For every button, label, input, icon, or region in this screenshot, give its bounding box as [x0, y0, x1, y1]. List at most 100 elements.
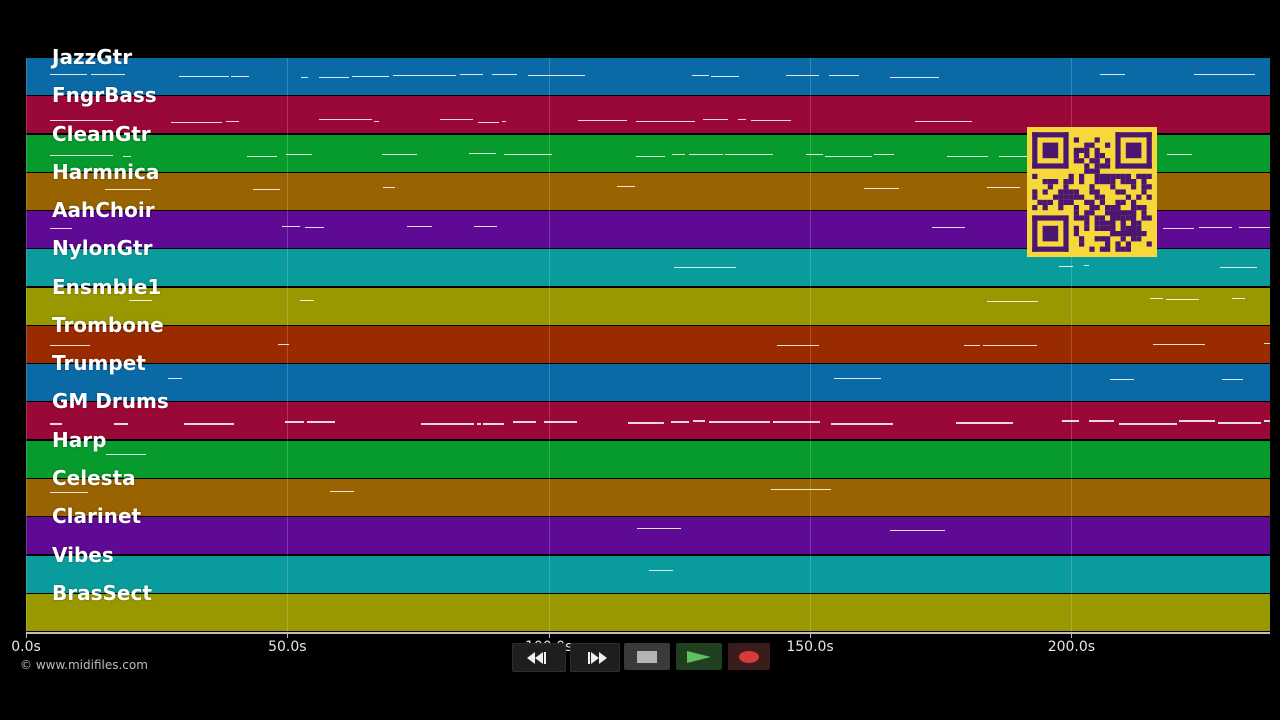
track-label: GM Drums: [52, 390, 169, 412]
note-mark: [352, 76, 389, 77]
note-mark: [703, 119, 728, 120]
track-label: AahChoir: [52, 199, 155, 221]
note-mark: [987, 187, 1020, 188]
note-mark: [114, 423, 128, 425]
note-mark: [617, 186, 635, 187]
note-mark: [319, 119, 372, 120]
note-mark: [1264, 343, 1270, 344]
note-mark: [513, 421, 536, 423]
note-mark: [469, 153, 496, 154]
note-mark: [226, 121, 239, 122]
note-mark: [502, 121, 506, 122]
note-mark: [179, 76, 229, 77]
fast-forward-button[interactable]: [570, 643, 620, 672]
note-mark: [1232, 298, 1245, 299]
note-mark: [1179, 420, 1215, 422]
note-mark: [50, 74, 87, 75]
note-mark: [301, 77, 308, 78]
note-mark: [1110, 379, 1134, 380]
note-mark: [168, 378, 182, 379]
tick-label: 200.0s: [1048, 639, 1095, 655]
note-mark: [777, 345, 819, 346]
note-mark: [825, 156, 872, 157]
copyright-text: © www.midifiles.com: [20, 658, 148, 672]
track-row: [26, 479, 1270, 516]
note-mark: [1163, 228, 1194, 229]
note-mark: [1153, 344, 1205, 345]
note-mark: [671, 421, 689, 423]
rewind-icon: [525, 651, 553, 665]
grid-line: [26, 58, 27, 632]
track-row: [26, 58, 1270, 95]
note-mark: [474, 226, 497, 227]
track-row: [26, 288, 1270, 325]
grid-line: [810, 58, 811, 632]
transport-controls: [510, 643, 770, 670]
note-mark: [184, 423, 234, 425]
note-mark: [171, 122, 222, 123]
note-mark: [1222, 379, 1243, 380]
record-button[interactable]: [728, 643, 770, 670]
note-mark: [964, 345, 980, 346]
note-mark: [477, 423, 481, 425]
note-mark: [1167, 154, 1192, 155]
note-mark: [300, 300, 314, 301]
note-mark: [253, 189, 280, 190]
note-mark: [890, 530, 945, 531]
stop-button[interactable]: [624, 643, 670, 670]
note-mark: [1194, 74, 1255, 75]
note-mark: [460, 74, 483, 75]
note-mark: [247, 156, 277, 157]
note-mark: [915, 121, 972, 122]
note-mark: [504, 154, 552, 155]
note-mark: [956, 422, 1013, 424]
track-label: Harp: [52, 429, 106, 451]
note-mark: [492, 74, 517, 75]
track-label: Ensmble1: [52, 276, 161, 298]
note-mark: [649, 570, 673, 571]
note-mark: [725, 154, 773, 155]
note-mark: [636, 121, 695, 122]
track-row: [26, 556, 1270, 593]
grid-line: [287, 58, 288, 632]
note-mark: [771, 489, 831, 490]
note-mark: [1264, 420, 1270, 422]
note-mark: [636, 156, 665, 157]
note-mark: [528, 75, 585, 76]
tick-label: 50.0s: [268, 639, 306, 655]
note-mark: [421, 423, 474, 425]
note-mark: [672, 154, 685, 155]
qr-code-icon: [1027, 127, 1157, 257]
note-mark: [382, 154, 417, 155]
note-mark: [637, 528, 681, 529]
tick-label: 150.0s: [786, 639, 833, 655]
play-icon: [685, 650, 713, 664]
track-row: [26, 402, 1270, 439]
note-mark: [890, 77, 939, 78]
tick-mark: [1071, 632, 1072, 638]
note-mark: [91, 74, 125, 75]
note-mark: [286, 154, 312, 155]
note-mark: [50, 423, 62, 425]
track-label: Trumpet: [52, 352, 146, 374]
record-icon: [738, 650, 760, 664]
track-row: [26, 441, 1270, 478]
note-mark: [1199, 227, 1232, 228]
note-mark: [330, 491, 354, 492]
note-mark: [829, 75, 859, 76]
note-mark: [674, 267, 736, 268]
rewind-button[interactable]: [512, 643, 566, 672]
track-row: [26, 594, 1270, 631]
note-mark: [693, 420, 705, 422]
track-label: CleanGtr: [52, 123, 151, 145]
play-button[interactable]: [676, 643, 722, 670]
note-mark: [407, 226, 432, 227]
stop-icon: [637, 651, 657, 663]
note-mark: [1220, 267, 1257, 268]
note-mark: [709, 421, 770, 423]
note-mark: [983, 345, 1037, 346]
note-mark: [1119, 423, 1177, 425]
note-mark: [751, 120, 791, 121]
note-mark: [786, 75, 819, 76]
note-mark: [689, 154, 723, 155]
